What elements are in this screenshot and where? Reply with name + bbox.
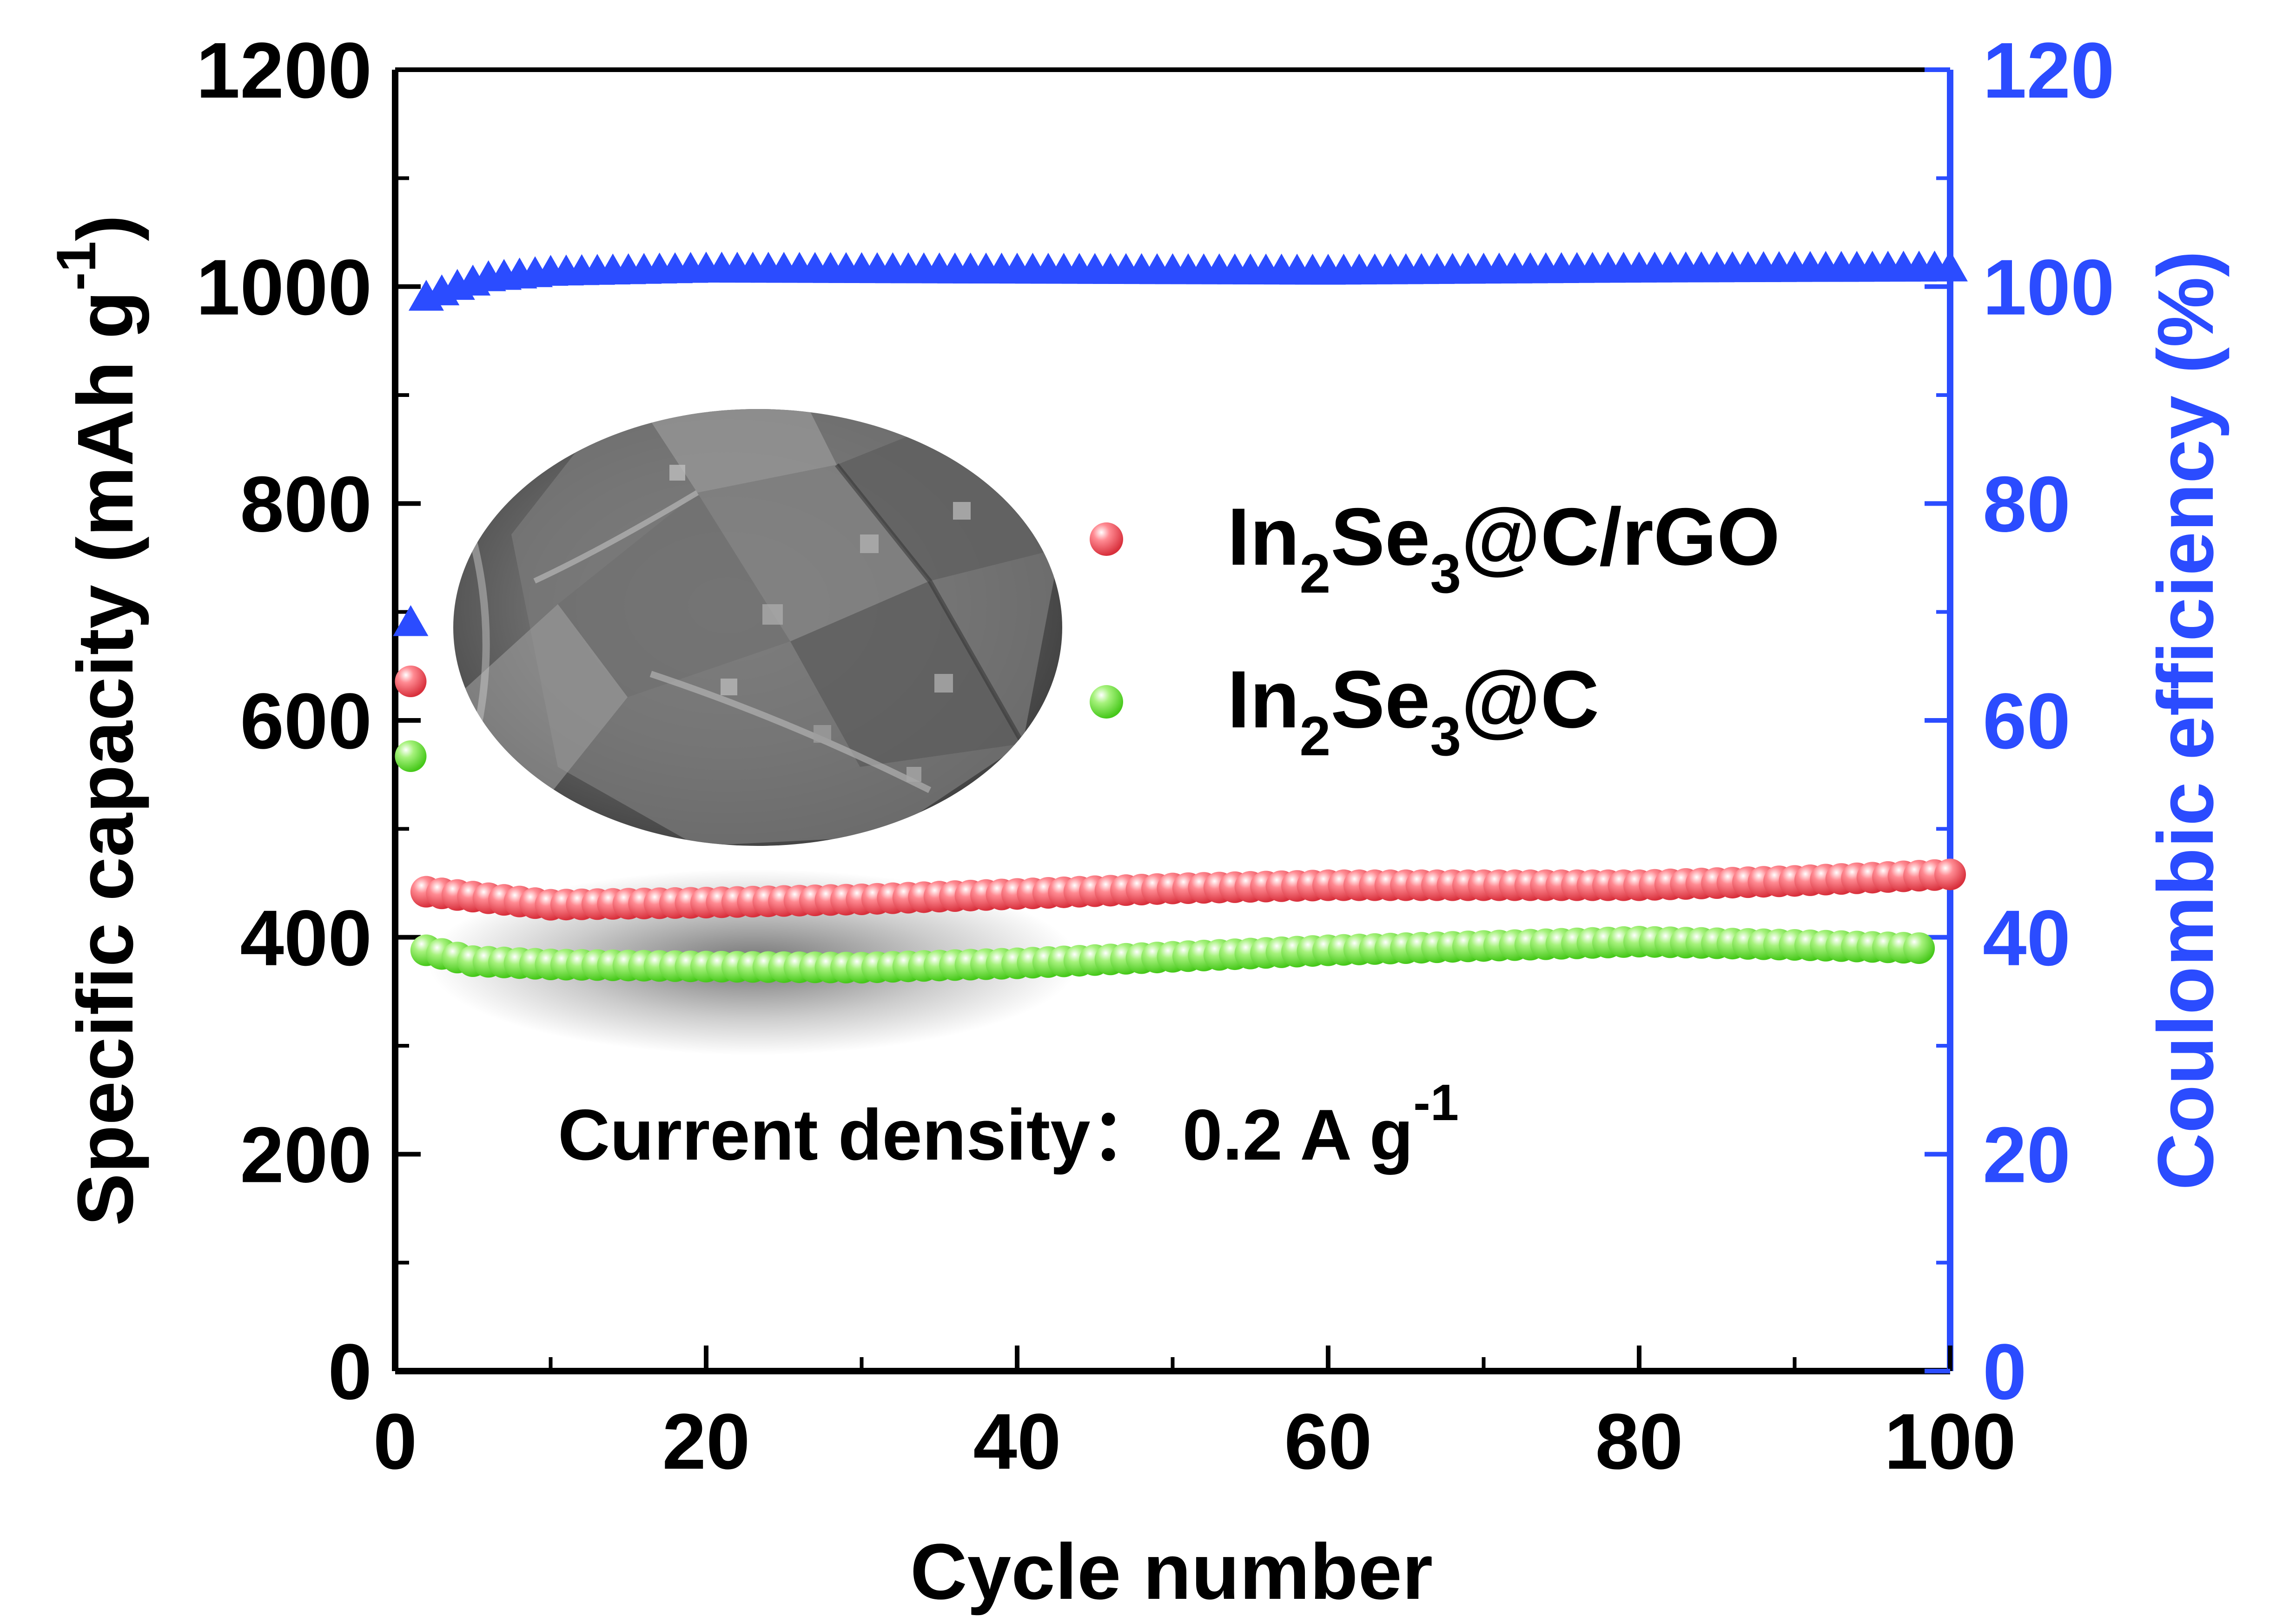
series-layer: [393, 251, 1968, 983]
x-tick-label-100: 100: [1884, 1398, 2016, 1486]
y-right-tick-label-40: 40: [1983, 894, 2071, 983]
sem-inset: [428, 409, 1079, 1055]
legend-label-c: In2Se3@C: [1227, 654, 1599, 767]
x-tick-label-40: 40: [973, 1398, 1061, 1486]
x-tick-label-80: 80: [1595, 1398, 1683, 1486]
y-axis-right-title: Coulombic efficiency (%): [2142, 251, 2230, 1190]
y-left-tick-label-600: 600: [240, 677, 372, 765]
y-left-tick-label-800: 800: [240, 460, 372, 548]
x-tick-label-60: 60: [1284, 1398, 1372, 1486]
legend: In2Se3@C/rGO In2Se3@C: [1090, 492, 1780, 767]
y-left-tick-label-1200: 1200: [196, 26, 372, 115]
sem-image-texture: [456, 409, 1060, 846]
y-right-tick-label-20: 20: [1983, 1111, 2071, 1199]
legend-marker-rgo: [1090, 522, 1123, 556]
y-axis-left-title: Specific capacity (mAh g-1): [45, 215, 150, 1226]
legend-marker-c: [1090, 685, 1123, 719]
rgo-capacity-point: [1934, 858, 1966, 891]
current-density-annotation: Current density： 0.2 A g-1: [558, 1074, 1459, 1175]
legend-label-rgo: In2Se3@C/rGO: [1227, 492, 1780, 605]
y-right-tick-label-120: 120: [1983, 26, 2115, 115]
y-right-tick-label-100: 100: [1983, 244, 2115, 332]
y-left-tick-label-200: 200: [240, 1111, 372, 1199]
x-tick-label-20: 20: [662, 1398, 750, 1486]
y-right-tick-label-0: 0: [1983, 1328, 2027, 1416]
series-1: [395, 740, 1935, 983]
ticks: 0 20 40 60 80 1000200400600800100012000204060…: [196, 26, 2115, 1486]
series-2: [393, 251, 1968, 636]
x-tick-label-0: 0: [373, 1398, 417, 1486]
rgo-capacity-point: [395, 666, 427, 697]
c-capacity-point: [395, 740, 427, 772]
x-axis-title: Cycle number: [910, 1528, 1433, 1616]
y-left-tick-label-400: 400: [240, 894, 372, 983]
y-right-tick-label-60: 60: [1983, 677, 2071, 765]
y-left-tick-label-1000: 1000: [196, 244, 372, 332]
c-capacity-point: [1903, 932, 1935, 964]
efficiency-point: [1932, 251, 1968, 282]
series-0: [395, 666, 1966, 921]
y-right-tick-label-80: 80: [1983, 460, 2071, 548]
efficiency-point: [393, 605, 429, 636]
y-left-tick-label-0: 0: [328, 1328, 372, 1416]
